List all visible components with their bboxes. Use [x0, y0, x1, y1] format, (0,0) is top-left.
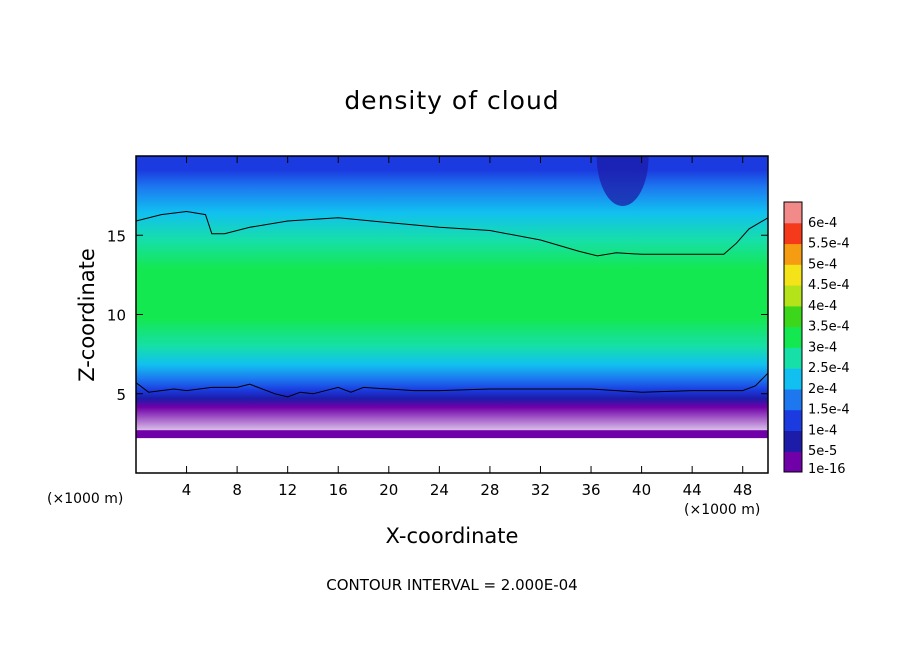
colorbar-label: 5e-4: [808, 257, 837, 272]
colorbar-swatch: [784, 409, 802, 431]
colorbar-swatch: [784, 347, 802, 369]
colorbar-label: 4.5e-4: [808, 278, 850, 293]
x-tick-label: 36: [581, 481, 600, 499]
colorbar-swatch: [784, 451, 802, 473]
low-density-column: [596, 156, 649, 206]
colorbar-swatch: [784, 264, 802, 286]
x-tick-label: 28: [480, 481, 499, 499]
colorbar-label: 1e-4: [808, 424, 837, 439]
chart-title: density of cloud: [344, 86, 560, 115]
x-tick-label: 20: [379, 481, 398, 499]
colorbar-swatch: [784, 388, 802, 411]
x-axis-label: X-coordinate: [385, 524, 519, 548]
x-unit-label-left: (×1000 m): [47, 491, 124, 507]
colorbar-label: 1e-16: [808, 462, 846, 477]
x-tick-label: 32: [531, 481, 550, 499]
colorbar-swatch: [784, 202, 802, 224]
x-tick-label: 24: [430, 481, 449, 499]
y-tick-label: 10: [107, 307, 126, 325]
x-unit-label-right: (×1000 m): [684, 502, 761, 518]
colorbar-label: 1.5e-4: [808, 403, 850, 418]
x-tick-label: 44: [683, 481, 702, 499]
lower-contour-line: [136, 372, 768, 398]
contour-lines: [136, 210, 768, 398]
x-tick-label: 48: [733, 481, 752, 499]
colorbar-legend: 1e-16 5e-5 1e-4 1.5e-4 2e-4 2.5e-4 3e-4 3.5e-4 4…: [783, 201, 850, 477]
colorbar-swatch: [784, 305, 802, 328]
y-tick-label: 5: [116, 386, 126, 404]
contour-interval-note: CONTOUR INTERVAL = 2.000E-04: [326, 576, 578, 594]
colorbar-label: 4e-4: [808, 299, 837, 314]
x-tick-label: 4: [182, 481, 192, 499]
colorbar-swatch: [784, 430, 802, 452]
upper-contour-line: [136, 210, 768, 257]
colorbar-label: 3e-4: [808, 340, 837, 355]
density-field: [136, 156, 768, 473]
colorbar-label: 2e-4: [808, 382, 837, 397]
colorbar-label: 5e-5: [808, 444, 837, 459]
colorbar-swatch: [784, 243, 802, 265]
colorbar-label: 6e-4: [808, 216, 837, 231]
colorbar-swatch: [784, 285, 802, 307]
colorbar-label: 2.5e-4: [808, 361, 850, 376]
no-cloud-region: [136, 438, 768, 473]
colorbar-label: 3.5e-4: [808, 320, 850, 335]
colorbar-label: 5.5e-4: [808, 237, 850, 252]
cloud-base-layer: [136, 430, 768, 439]
colorbar-swatch: [784, 326, 802, 348]
x-tick-label: 16: [329, 481, 348, 499]
colorbar-frame: [783, 201, 803, 473]
x-tick-label: 8: [232, 481, 242, 499]
colorbar-swatch: [784, 368, 802, 390]
y-tick-label: 15: [107, 227, 126, 245]
x-tick-label: 40: [632, 481, 651, 499]
colorbar-swatch: [784, 222, 802, 245]
x-tick-label: 12: [278, 481, 297, 499]
cloud-density-field: [136, 156, 768, 439]
